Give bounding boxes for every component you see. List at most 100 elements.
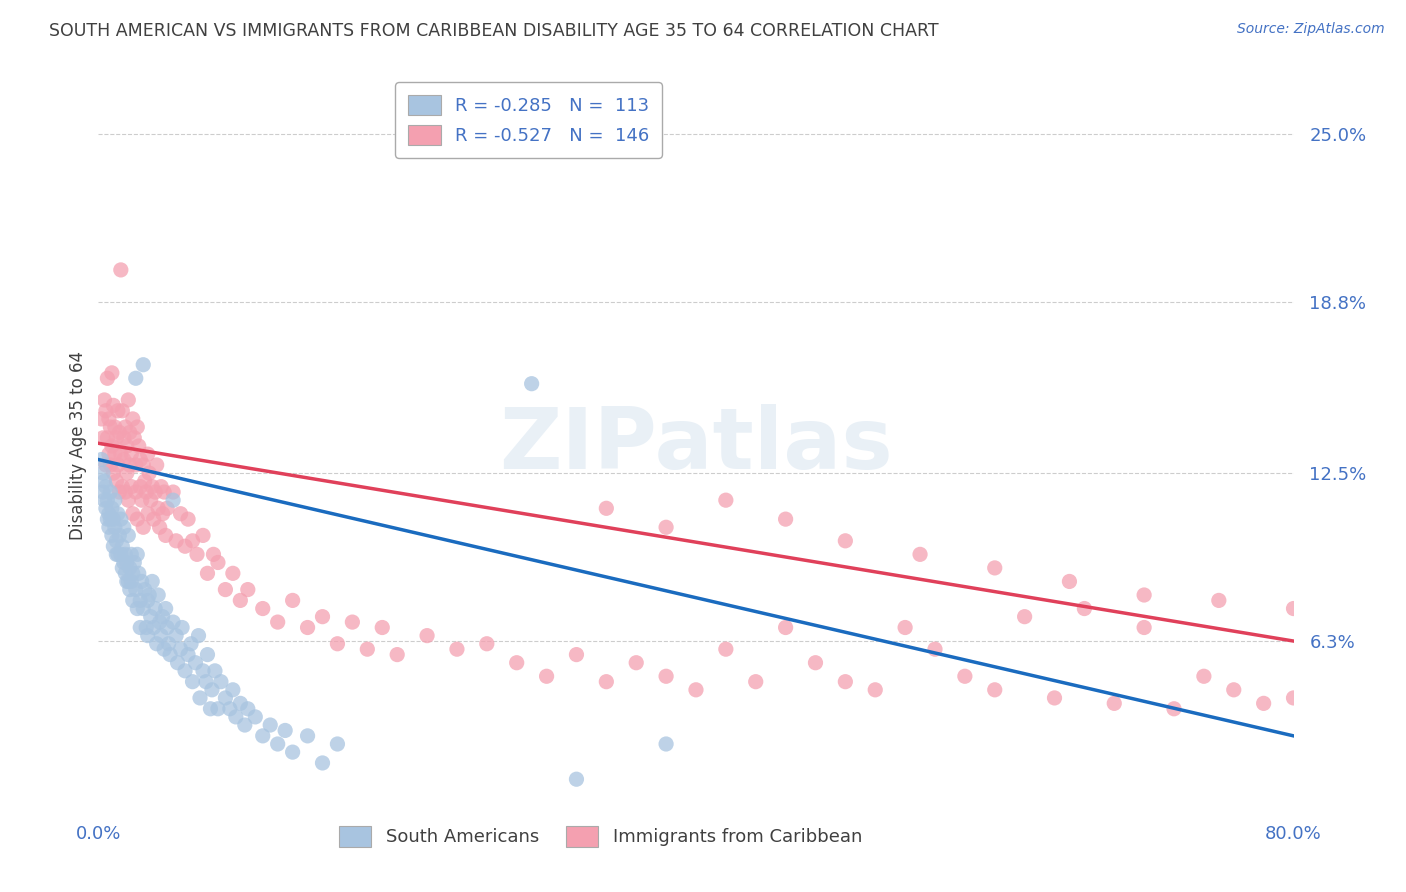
Point xyxy=(121,412,143,426)
Point xyxy=(141,574,163,589)
Point xyxy=(714,493,737,508)
Point xyxy=(252,729,274,743)
Point xyxy=(91,485,114,500)
Point xyxy=(98,458,122,472)
Point xyxy=(162,493,184,508)
Point xyxy=(98,485,122,500)
Point xyxy=(98,512,122,526)
Point xyxy=(506,656,529,670)
Point xyxy=(114,485,136,500)
Point xyxy=(865,682,887,697)
Point xyxy=(111,404,134,418)
Point xyxy=(156,620,179,634)
Point xyxy=(186,547,208,561)
Point xyxy=(245,710,267,724)
Point xyxy=(229,697,252,711)
Point xyxy=(150,480,173,494)
Point xyxy=(94,480,117,494)
Point xyxy=(142,512,165,526)
Point xyxy=(108,528,131,542)
Point xyxy=(104,493,127,508)
Point xyxy=(475,637,498,651)
Point xyxy=(236,582,259,597)
Point xyxy=(1208,593,1230,607)
Point xyxy=(520,376,543,391)
Point xyxy=(97,447,120,461)
Point xyxy=(834,674,856,689)
Point xyxy=(141,480,163,494)
Point xyxy=(96,512,118,526)
Point xyxy=(103,398,125,412)
Point xyxy=(105,474,128,488)
Point xyxy=(155,528,177,542)
Point xyxy=(536,669,558,683)
Point xyxy=(356,642,378,657)
Point xyxy=(371,620,394,634)
Point xyxy=(112,520,135,534)
Point xyxy=(197,648,219,662)
Point xyxy=(281,745,304,759)
Point xyxy=(93,474,115,488)
Point xyxy=(297,729,319,743)
Point xyxy=(136,447,159,461)
Point xyxy=(114,566,136,581)
Point xyxy=(110,512,132,526)
Point xyxy=(90,412,112,426)
Point xyxy=(131,574,153,589)
Point xyxy=(209,674,232,689)
Point xyxy=(1282,601,1305,615)
Point xyxy=(595,501,617,516)
Point xyxy=(984,682,1007,697)
Point xyxy=(96,371,118,385)
Point xyxy=(103,539,125,553)
Point xyxy=(104,420,127,434)
Point xyxy=(1043,690,1066,705)
Point xyxy=(115,556,138,570)
Point xyxy=(225,710,247,724)
Point xyxy=(326,737,349,751)
Point xyxy=(91,431,114,445)
Point xyxy=(108,485,131,500)
Point xyxy=(132,358,155,372)
Point xyxy=(94,458,117,472)
Point xyxy=(1282,690,1305,705)
Point xyxy=(121,593,143,607)
Point xyxy=(142,620,165,634)
Point xyxy=(252,601,274,615)
Point xyxy=(96,431,118,445)
Point xyxy=(197,566,219,581)
Point xyxy=(1104,697,1126,711)
Point xyxy=(159,648,181,662)
Point xyxy=(125,582,148,597)
Point xyxy=(108,425,131,440)
Point xyxy=(110,263,132,277)
Point xyxy=(135,620,157,634)
Point xyxy=(204,664,226,678)
Point xyxy=(132,520,155,534)
Point xyxy=(96,493,118,508)
Point xyxy=(139,609,162,624)
Point xyxy=(117,392,139,407)
Point xyxy=(195,674,218,689)
Point xyxy=(118,582,141,597)
Point xyxy=(214,690,236,705)
Point xyxy=(655,737,678,751)
Point xyxy=(111,480,134,494)
Point xyxy=(157,637,180,651)
Point xyxy=(104,447,127,461)
Point xyxy=(1192,669,1215,683)
Point xyxy=(804,656,827,670)
Point xyxy=(94,404,117,418)
Point xyxy=(98,420,122,434)
Point xyxy=(120,480,142,494)
Point xyxy=(118,425,141,440)
Point xyxy=(149,520,172,534)
Point xyxy=(148,588,170,602)
Point xyxy=(1163,702,1185,716)
Point xyxy=(136,593,159,607)
Point xyxy=(714,642,737,657)
Point xyxy=(156,501,179,516)
Point xyxy=(153,485,176,500)
Point xyxy=(953,669,976,683)
Point xyxy=(97,412,120,426)
